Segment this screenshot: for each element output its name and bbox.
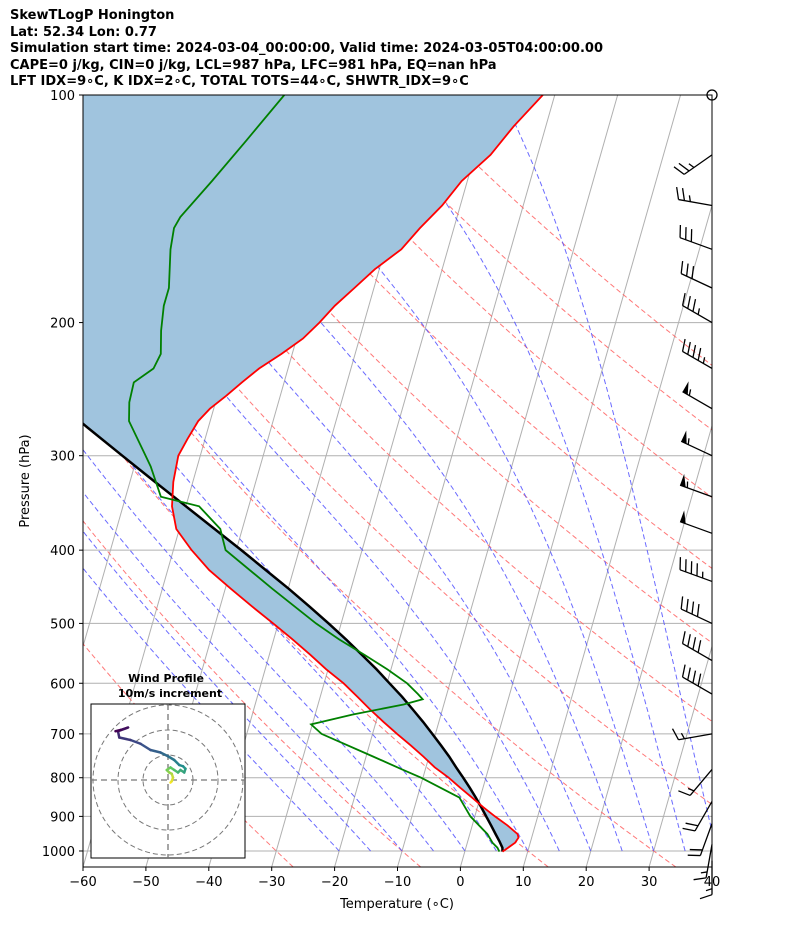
y-tick-label: 600	[50, 677, 75, 692]
moist-adiabat-line	[500, 95, 712, 834]
hodograph-plot	[91, 704, 245, 858]
x-tick-label: 0	[456, 875, 464, 890]
wind-barb	[693, 844, 713, 881]
y-tick-label: 300	[50, 450, 75, 465]
hodograph-segment	[119, 726, 130, 732]
hodograph-segment	[118, 736, 132, 742]
wind-barb	[681, 338, 713, 370]
wind-barb	[682, 801, 713, 832]
wind-barb	[681, 664, 713, 695]
x-tick-label: −50	[132, 875, 159, 890]
isotherm-line	[648, 644, 712, 867]
moist-adiabat-line	[83, 491, 403, 852]
isotherm-line	[271, 95, 493, 867]
time-line: Simulation start time: 2024-03-04_00:00:…	[10, 41, 603, 56]
dry-adiabat-line	[405, 95, 712, 366]
wind-barb	[680, 596, 713, 624]
y-tick-label: 900	[50, 810, 75, 825]
moist-adiabat-line	[83, 567, 340, 852]
y-tick-label: 1000	[42, 845, 75, 860]
wind-barb	[678, 768, 713, 797]
isotherm-line	[459, 95, 682, 867]
moist-adiabat-line	[83, 125, 592, 852]
moist-adiabat-line	[364, 95, 686, 852]
moist-adiabat-line	[234, 95, 655, 852]
dry-adiabat-line	[210, 95, 712, 570]
y-axis-label: Pressure (hPa)	[18, 434, 33, 527]
wind-barb	[699, 860, 713, 900]
wind-barb	[679, 225, 713, 250]
x-tick-label: −60	[69, 875, 96, 890]
moist-adiabat-line	[83, 530, 371, 852]
axes: −60 −50 −40 −30 −20 −10 0 10 20 30 401000900800700…	[42, 89, 720, 890]
chart-title-block: SkewTLogP Honington Lat: 52.34 Lon: 0.77…	[10, 8, 603, 91]
x-tick-label: −40	[195, 875, 222, 890]
wind-barb	[679, 510, 713, 534]
isotherm-line	[334, 95, 556, 867]
x-tick-label: 20	[578, 875, 595, 890]
wind-barb	[681, 631, 713, 662]
wind-barb	[681, 293, 713, 324]
y-tick-label: 400	[50, 544, 75, 559]
location-line: Lat: 52.34 Lon: 0.77	[10, 24, 157, 40]
wind-barb	[671, 728, 713, 741]
x-axis-label: Temperature (∘C)	[339, 897, 454, 912]
dry-adiabat-line	[145, 95, 712, 644]
wind-barb	[679, 557, 713, 583]
wind-barb	[676, 186, 713, 207]
hodograph-segment	[139, 742, 152, 752]
dewpoint-line	[128, 95, 501, 853]
x-tick-label: −10	[384, 875, 411, 890]
parcel-shaded-area	[83, 95, 543, 852]
wind-barb	[680, 430, 713, 457]
moist-adiabat-line	[83, 401, 466, 852]
x-tick-label: −20	[321, 875, 348, 890]
dry-adiabat-line	[340, 95, 712, 431]
y-tick-label: 200	[50, 317, 75, 332]
moist-adiabat-line	[83, 448, 434, 852]
wind-barb	[679, 473, 713, 498]
x-tick-label: 30	[641, 875, 658, 890]
convective-params-line: CAPE=0 j/kg, CIN=0 j/kg, LCL=987 hPa, LF…	[10, 57, 497, 73]
wind-barb	[687, 823, 713, 857]
hodograph-segment	[114, 728, 122, 733]
hodograph-segment	[149, 748, 162, 754]
dry-adiabat-line	[83, 297, 677, 867]
hodograph-subtitle: 10m/s increment	[118, 687, 222, 700]
moist-adiabat-line	[83, 213, 560, 852]
stability-indices-line: LFT IDX=9∘C, K IDX=2∘C, TOTAL TOTS=44∘C,…	[10, 74, 469, 89]
hodograph-inset: Wind Profile 10m/s increment	[90, 672, 246, 859]
wind-barb-calm	[706, 89, 718, 101]
y-tick-label: 100	[50, 89, 75, 104]
x-tick-label: −30	[258, 875, 285, 890]
chart-title: SkewTLogP Honington	[10, 8, 175, 23]
y-tick-label: 500	[50, 617, 75, 632]
wind-barb	[673, 154, 713, 175]
dry-adiabat-line	[83, 520, 422, 867]
wind-barb	[682, 381, 713, 410]
hodograph-segment	[159, 751, 170, 758]
hodograph-segment	[129, 738, 142, 745]
moist-adiabat-line	[136, 95, 623, 852]
isotherm-line	[711, 865, 712, 867]
isotherm-line	[522, 203, 712, 867]
isotherm-line	[775, 95, 794, 867]
isotherm-line	[585, 424, 712, 867]
y-tick-label: 800	[50, 772, 75, 787]
temperature-line	[171, 95, 544, 853]
wind-barbs	[671, 89, 718, 900]
wind-barb	[680, 260, 713, 289]
hodograph-title: Wind Profile	[128, 672, 204, 685]
x-tick-label: 10	[515, 875, 532, 890]
profile-lines	[83, 95, 544, 853]
y-tick-label: 700	[50, 728, 75, 743]
dry-adiabat-line	[83, 642, 294, 867]
